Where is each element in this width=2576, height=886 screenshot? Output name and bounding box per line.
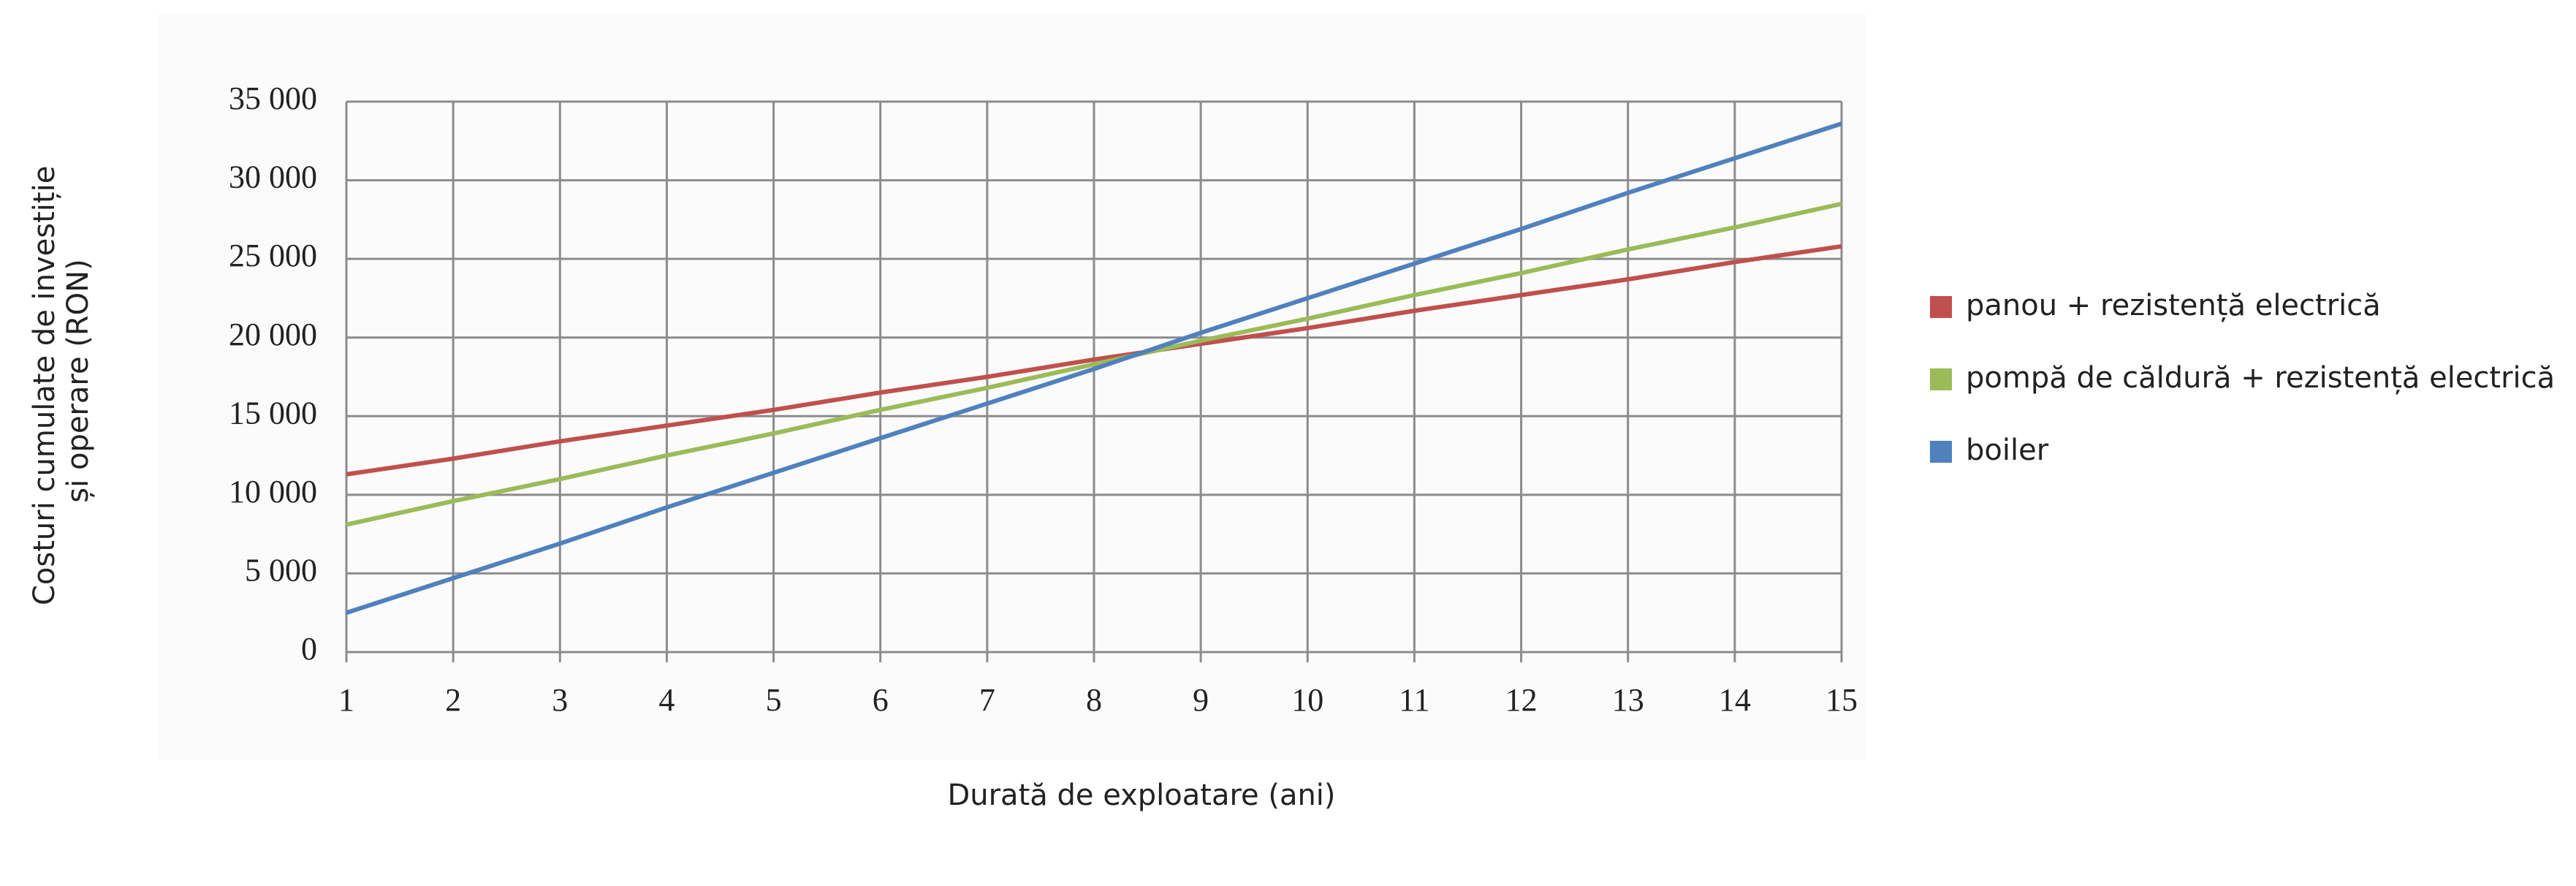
- y-tick-label: 0: [301, 631, 317, 667]
- y-tick-label: 5 000: [245, 553, 317, 588]
- series-line: [346, 121, 1842, 616]
- x-tick-label: 13: [1612, 682, 1644, 718]
- legend-label: pompă de căldură + rezistență electrică: [1966, 361, 2555, 395]
- y-tick-label: 20 000: [229, 317, 317, 352]
- y-tick-label: 25 000: [229, 238, 317, 273]
- legend-swatch: [1930, 296, 1952, 318]
- x-tick-label: 4: [658, 682, 675, 718]
- x-tick-label: 2: [445, 682, 461, 718]
- legend-swatch: [1930, 368, 1952, 390]
- legend-label: boiler: [1966, 433, 2049, 467]
- x-tick-label: 3: [552, 682, 568, 718]
- x-tick-label: 14: [1719, 682, 1751, 718]
- x-tick-label: 8: [1086, 682, 1102, 718]
- y-tick-label: 15 000: [229, 395, 317, 431]
- series-line: [346, 243, 1842, 477]
- x-tick-label: 6: [873, 682, 889, 718]
- y-axis-label: Costuri cumulate de investiție și operar…: [28, 156, 95, 605]
- x-tick-label: 15: [1825, 682, 1858, 718]
- y-axis-label-line: Costuri cumulate de investiție: [28, 166, 61, 605]
- chart-panel: [157, 15, 1867, 760]
- y-tick-label: 30 000: [229, 159, 317, 195]
- x-tick-label: 9: [1193, 682, 1209, 718]
- y-axis-label-line: și operare (RON): [61, 259, 95, 502]
- series-line: [346, 201, 1842, 527]
- x-tick-label: 10: [1291, 682, 1323, 718]
- x-tick-label: 12: [1505, 682, 1538, 718]
- x-tick-label: 7: [979, 682, 995, 718]
- legend-swatch: [1930, 441, 1952, 463]
- y-tick-label: 35 000: [229, 80, 317, 116]
- y-tick-label: 10 000: [229, 474, 317, 510]
- x-tick-label: 11: [1399, 682, 1429, 718]
- legend-label: panou + rezistență electrică: [1966, 289, 2381, 322]
- x-tick-label: 5: [766, 682, 782, 718]
- x-tick-label: 1: [338, 682, 354, 718]
- x-axis-label: Durată de exploatare (ani): [947, 779, 1335, 812]
